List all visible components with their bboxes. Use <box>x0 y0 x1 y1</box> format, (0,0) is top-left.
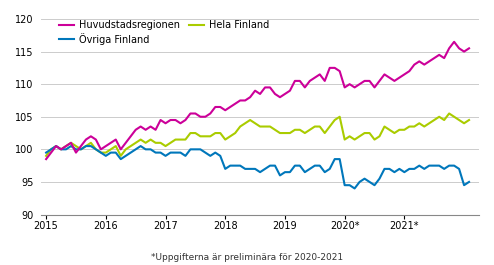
Legend: Huvudstadsregionen, Övriga Finland, Hela Finland: Huvudstadsregionen, Övriga Finland, Hela… <box>59 20 269 45</box>
Text: *Uppgifterna är preliminära för 2020-2021: *Uppgifterna är preliminära för 2020-202… <box>151 253 343 262</box>
